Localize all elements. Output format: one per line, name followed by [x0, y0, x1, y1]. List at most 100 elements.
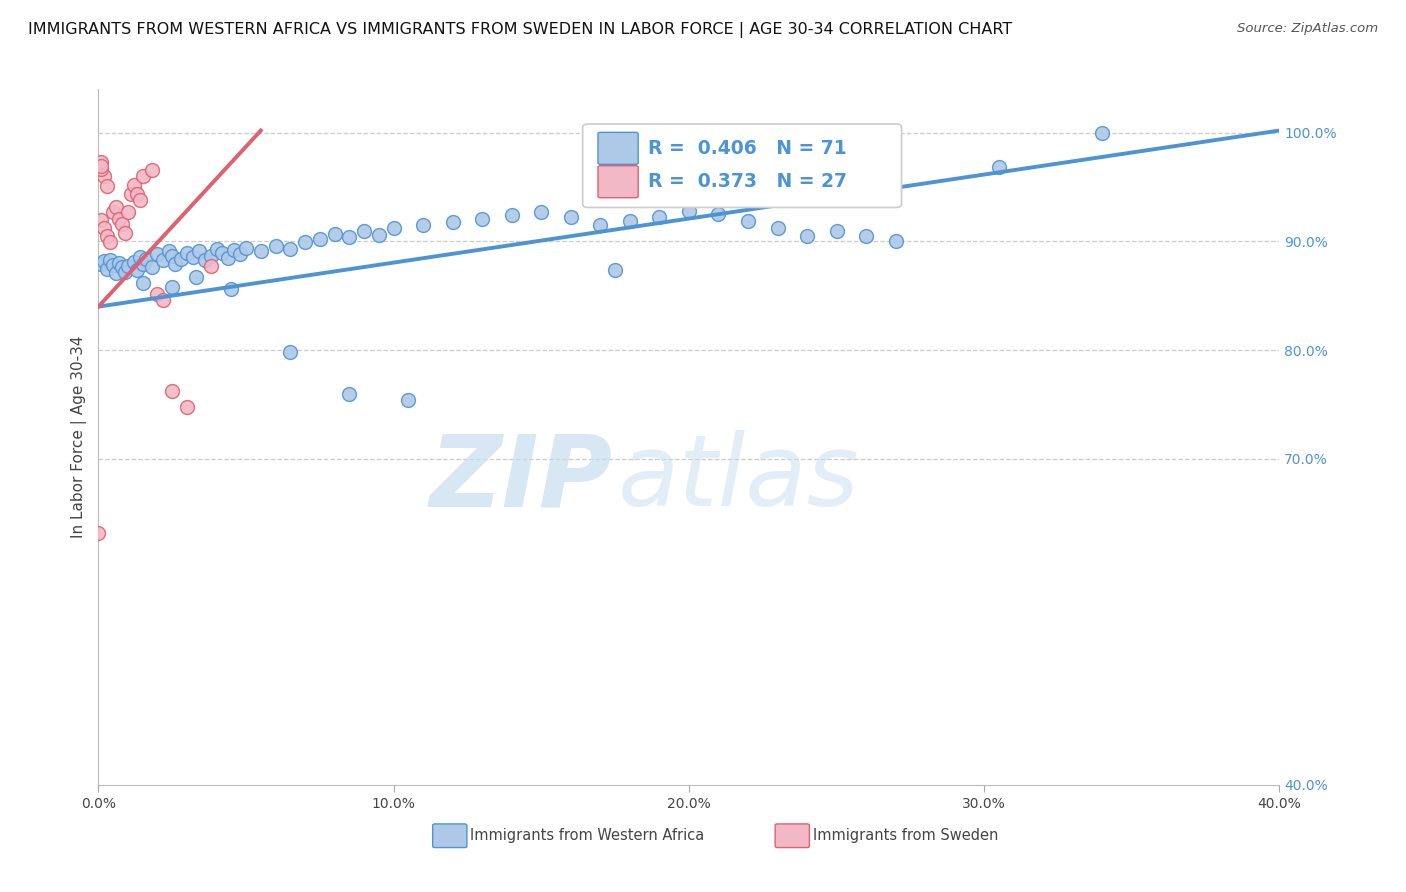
- Point: [128, 193, 150, 207]
- Point: [103, 205, 125, 219]
- Point: [146, 286, 169, 301]
- Text: ZIP: ZIP: [429, 430, 612, 527]
- Point: [98, 235, 121, 250]
- Point: [605, 262, 627, 277]
- Point: [114, 265, 136, 279]
- FancyBboxPatch shape: [775, 824, 810, 847]
- Point: [132, 169, 155, 184]
- Point: [796, 229, 818, 244]
- Point: [294, 235, 316, 250]
- Point: [152, 293, 174, 307]
- Point: [114, 226, 136, 240]
- Point: [170, 252, 193, 266]
- Point: [530, 205, 553, 219]
- Point: [96, 229, 118, 244]
- Point: [90, 257, 112, 271]
- Point: [122, 178, 145, 192]
- Point: [111, 260, 134, 275]
- Text: atlas: atlas: [619, 430, 859, 527]
- Point: [105, 200, 128, 214]
- Point: [194, 252, 217, 267]
- Point: [105, 266, 128, 280]
- Point: [250, 244, 273, 259]
- Point: [737, 213, 759, 227]
- Point: [132, 276, 155, 290]
- Text: Immigrants from Sweden: Immigrants from Sweden: [813, 829, 998, 843]
- Point: [678, 203, 700, 218]
- Point: [412, 218, 434, 232]
- Point: [309, 232, 332, 246]
- Point: [187, 244, 209, 259]
- Point: [323, 227, 346, 241]
- Point: [93, 221, 115, 235]
- FancyBboxPatch shape: [598, 132, 638, 164]
- Point: [229, 247, 252, 261]
- Point: [135, 252, 157, 266]
- Point: [93, 169, 115, 184]
- Point: [353, 223, 375, 237]
- Text: Immigrants from Western Africa: Immigrants from Western Africa: [471, 829, 704, 843]
- Point: [176, 400, 198, 414]
- FancyBboxPatch shape: [433, 824, 467, 847]
- Point: [766, 221, 789, 235]
- Point: [224, 243, 246, 257]
- Point: [200, 248, 222, 262]
- Point: [707, 207, 730, 221]
- Point: [162, 280, 183, 294]
- Point: [125, 262, 148, 277]
- Point: [264, 238, 287, 252]
- Point: [221, 282, 243, 296]
- Point: [96, 261, 118, 276]
- Point: [108, 211, 131, 226]
- Point: [211, 246, 233, 260]
- Point: [471, 211, 494, 226]
- Point: [90, 161, 112, 176]
- FancyBboxPatch shape: [582, 124, 901, 208]
- Point: [146, 247, 169, 261]
- Point: [589, 218, 612, 232]
- Text: Source: ZipAtlas.com: Source: ZipAtlas.com: [1237, 22, 1378, 36]
- Point: [619, 213, 641, 227]
- Point: [200, 260, 222, 274]
- Point: [664, 180, 686, 194]
- Point: [855, 229, 877, 244]
- Point: [368, 227, 391, 242]
- Point: [90, 155, 112, 169]
- Point: [280, 345, 302, 359]
- Point: [108, 256, 131, 270]
- Point: [128, 250, 150, 264]
- Point: [217, 251, 239, 265]
- Point: [120, 186, 142, 201]
- Point: [90, 160, 112, 174]
- Point: [141, 162, 163, 177]
- Point: [162, 384, 183, 399]
- FancyBboxPatch shape: [598, 166, 638, 198]
- Point: [125, 186, 148, 201]
- Y-axis label: In Labor Force | Age 30-34: In Labor Force | Age 30-34: [72, 335, 87, 539]
- Point: [205, 242, 228, 256]
- Point: [382, 221, 405, 235]
- Point: [501, 208, 523, 222]
- Point: [280, 242, 302, 256]
- Point: [98, 252, 121, 267]
- Point: [157, 244, 180, 259]
- Point: [825, 223, 848, 237]
- Point: [184, 270, 207, 285]
- Point: [339, 386, 361, 401]
- Point: [339, 230, 361, 244]
- Point: [87, 525, 110, 540]
- Point: [235, 241, 257, 255]
- Point: [162, 248, 183, 262]
- Text: IMMIGRANTS FROM WESTERN AFRICA VS IMMIGRANTS FROM SWEDEN IN LABOR FORCE | AGE 30: IMMIGRANTS FROM WESTERN AFRICA VS IMMIGR…: [28, 22, 1012, 38]
- Point: [90, 212, 112, 227]
- Point: [176, 246, 198, 260]
- Point: [122, 255, 145, 269]
- Point: [152, 252, 174, 267]
- Point: [132, 257, 155, 271]
- Point: [441, 215, 464, 229]
- Text: R =  0.406   N = 71: R = 0.406 N = 71: [648, 139, 846, 158]
- Point: [117, 260, 139, 274]
- Point: [103, 258, 125, 272]
- Point: [398, 393, 420, 408]
- Point: [96, 178, 118, 193]
